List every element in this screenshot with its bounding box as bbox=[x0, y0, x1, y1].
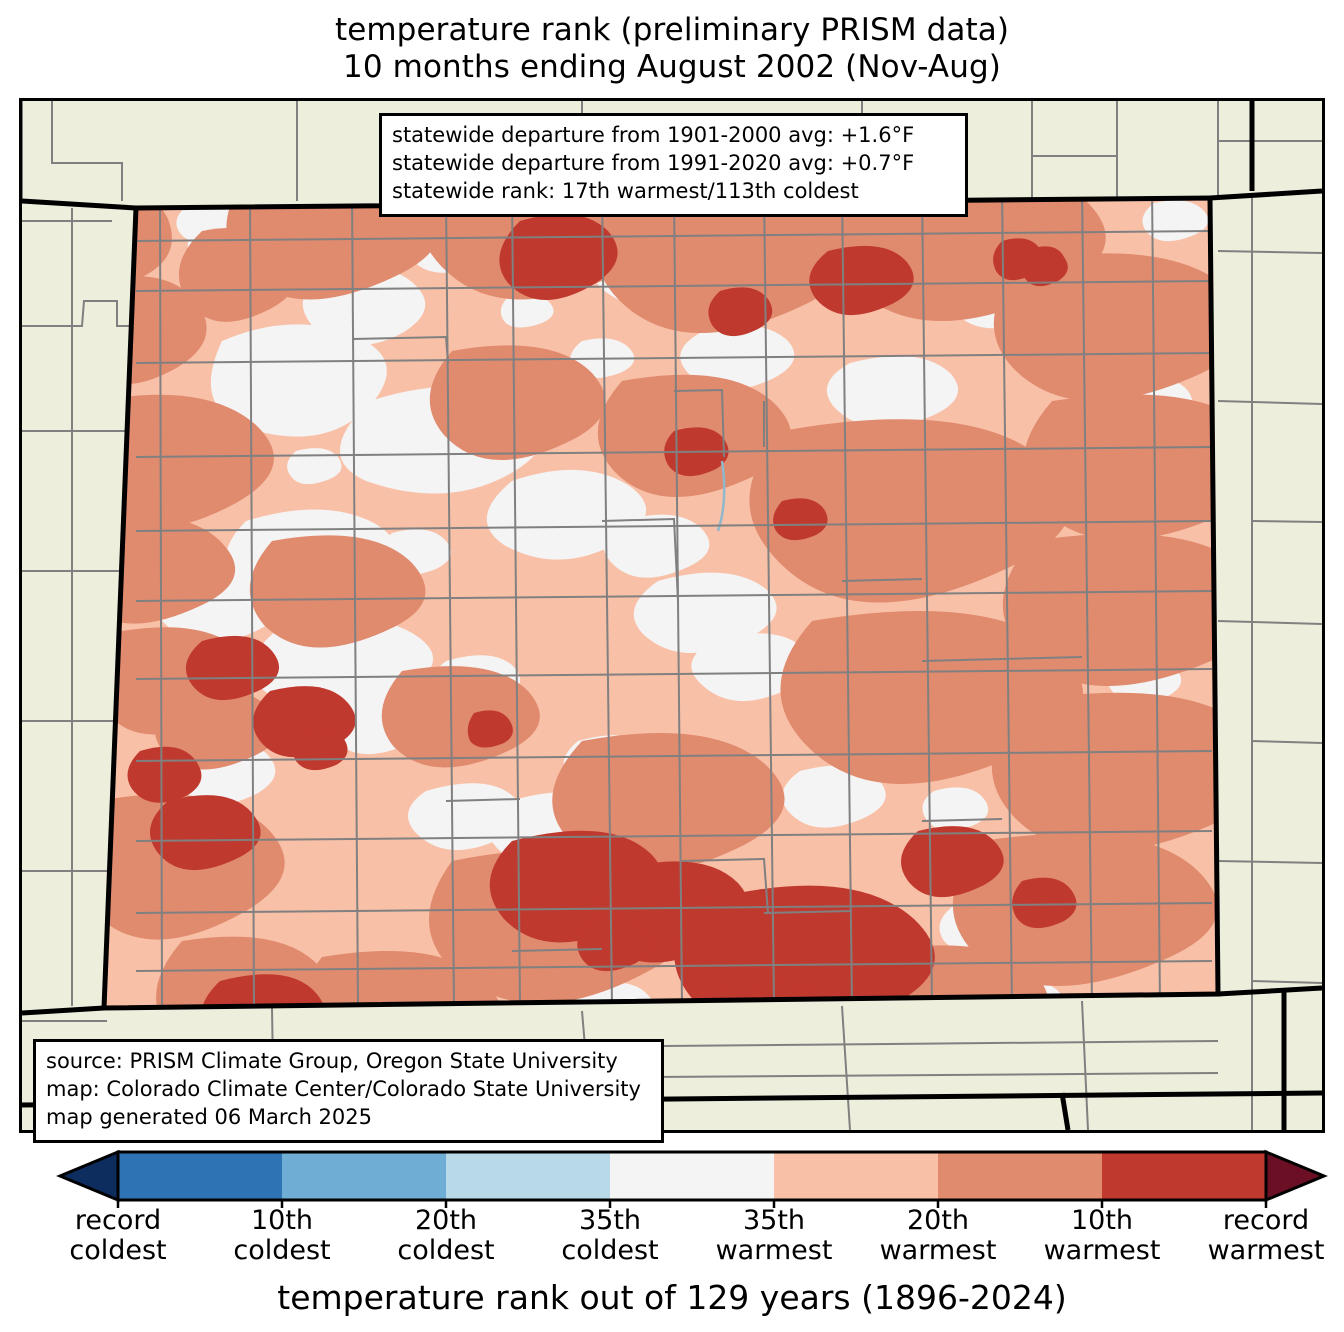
colorbar-band-6 bbox=[938, 1152, 1103, 1200]
title-line-2: 10 months ending August 2002 (Nov-Aug) bbox=[343, 48, 1001, 85]
page-title: temperature rank (preliminary PRISM data… bbox=[0, 12, 1344, 85]
colorbar-band-1 bbox=[118, 1152, 283, 1200]
source-generated-date: map generated 06 March 2025 bbox=[46, 1104, 373, 1129]
colorbar-band-2 bbox=[282, 1152, 447, 1200]
title-line-1: temperature rank (preliminary PRISM data… bbox=[334, 12, 1010, 48]
colorbar-band-7 bbox=[1102, 1152, 1267, 1200]
statistics-box: statewide departure from 1901-2000 avg: … bbox=[379, 113, 968, 217]
colorbar-label-6: 10th warmest bbox=[1043, 1205, 1161, 1267]
colorbar-band-4 bbox=[610, 1152, 775, 1200]
colorbar-label-7: record warmest bbox=[1207, 1205, 1325, 1267]
colorbar-outline bbox=[116, 1150, 1268, 1202]
colorbar-label-4: 35th warmest bbox=[715, 1205, 833, 1267]
colorbar-svg bbox=[56, 1149, 1328, 1208]
colorbar-tick-labels: record coldest 10th coldest 20th coldest 35th c… bbox=[0, 1205, 1344, 1272]
colorbar-label-1: 10th coldest bbox=[233, 1205, 331, 1267]
contour-fill-layer bbox=[104, 198, 1218, 1008]
source-prism: source: PRISM Climate Group, Oregon Stat… bbox=[46, 1049, 618, 1073]
stat-departure-1991-2020: statewide departure from 1991-2020 avg: … bbox=[392, 150, 915, 175]
source-box: source: PRISM Climate Group, Oregon Stat… bbox=[33, 1039, 664, 1143]
stat-departure-1901-2000: statewide departure from 1901-2000 avg: … bbox=[392, 123, 915, 147]
colorbar-label-0: record coldest bbox=[69, 1205, 167, 1267]
colorbar-label-5: 20th warmest bbox=[879, 1205, 997, 1267]
colorbar-label-2: 20th coldest bbox=[397, 1205, 495, 1267]
source-map-credit: map: Colorado Climate Center/Colorado St… bbox=[46, 1076, 641, 1101]
colorbar-caption: temperature rank out of 129 years (1896-… bbox=[277, 1278, 1067, 1317]
colorbar-arrow-record-coldest bbox=[56, 1149, 120, 1203]
colorbar-band-5 bbox=[774, 1152, 939, 1200]
colorbar-band-3 bbox=[446, 1152, 611, 1200]
colorado-county-lines bbox=[135, 198, 1213, 1007]
colorbar-label-3: 35th coldest bbox=[561, 1205, 659, 1267]
stat-statewide-rank: statewide rank: 17th warmest/113th colde… bbox=[392, 178, 859, 203]
colorbar-arrow-record-warmest bbox=[1264, 1149, 1328, 1203]
colorbar bbox=[0, 1148, 1344, 1208]
map-panel[interactable] bbox=[19, 98, 1325, 1133]
colorado-temperature-rank-map bbox=[22, 101, 1322, 1130]
